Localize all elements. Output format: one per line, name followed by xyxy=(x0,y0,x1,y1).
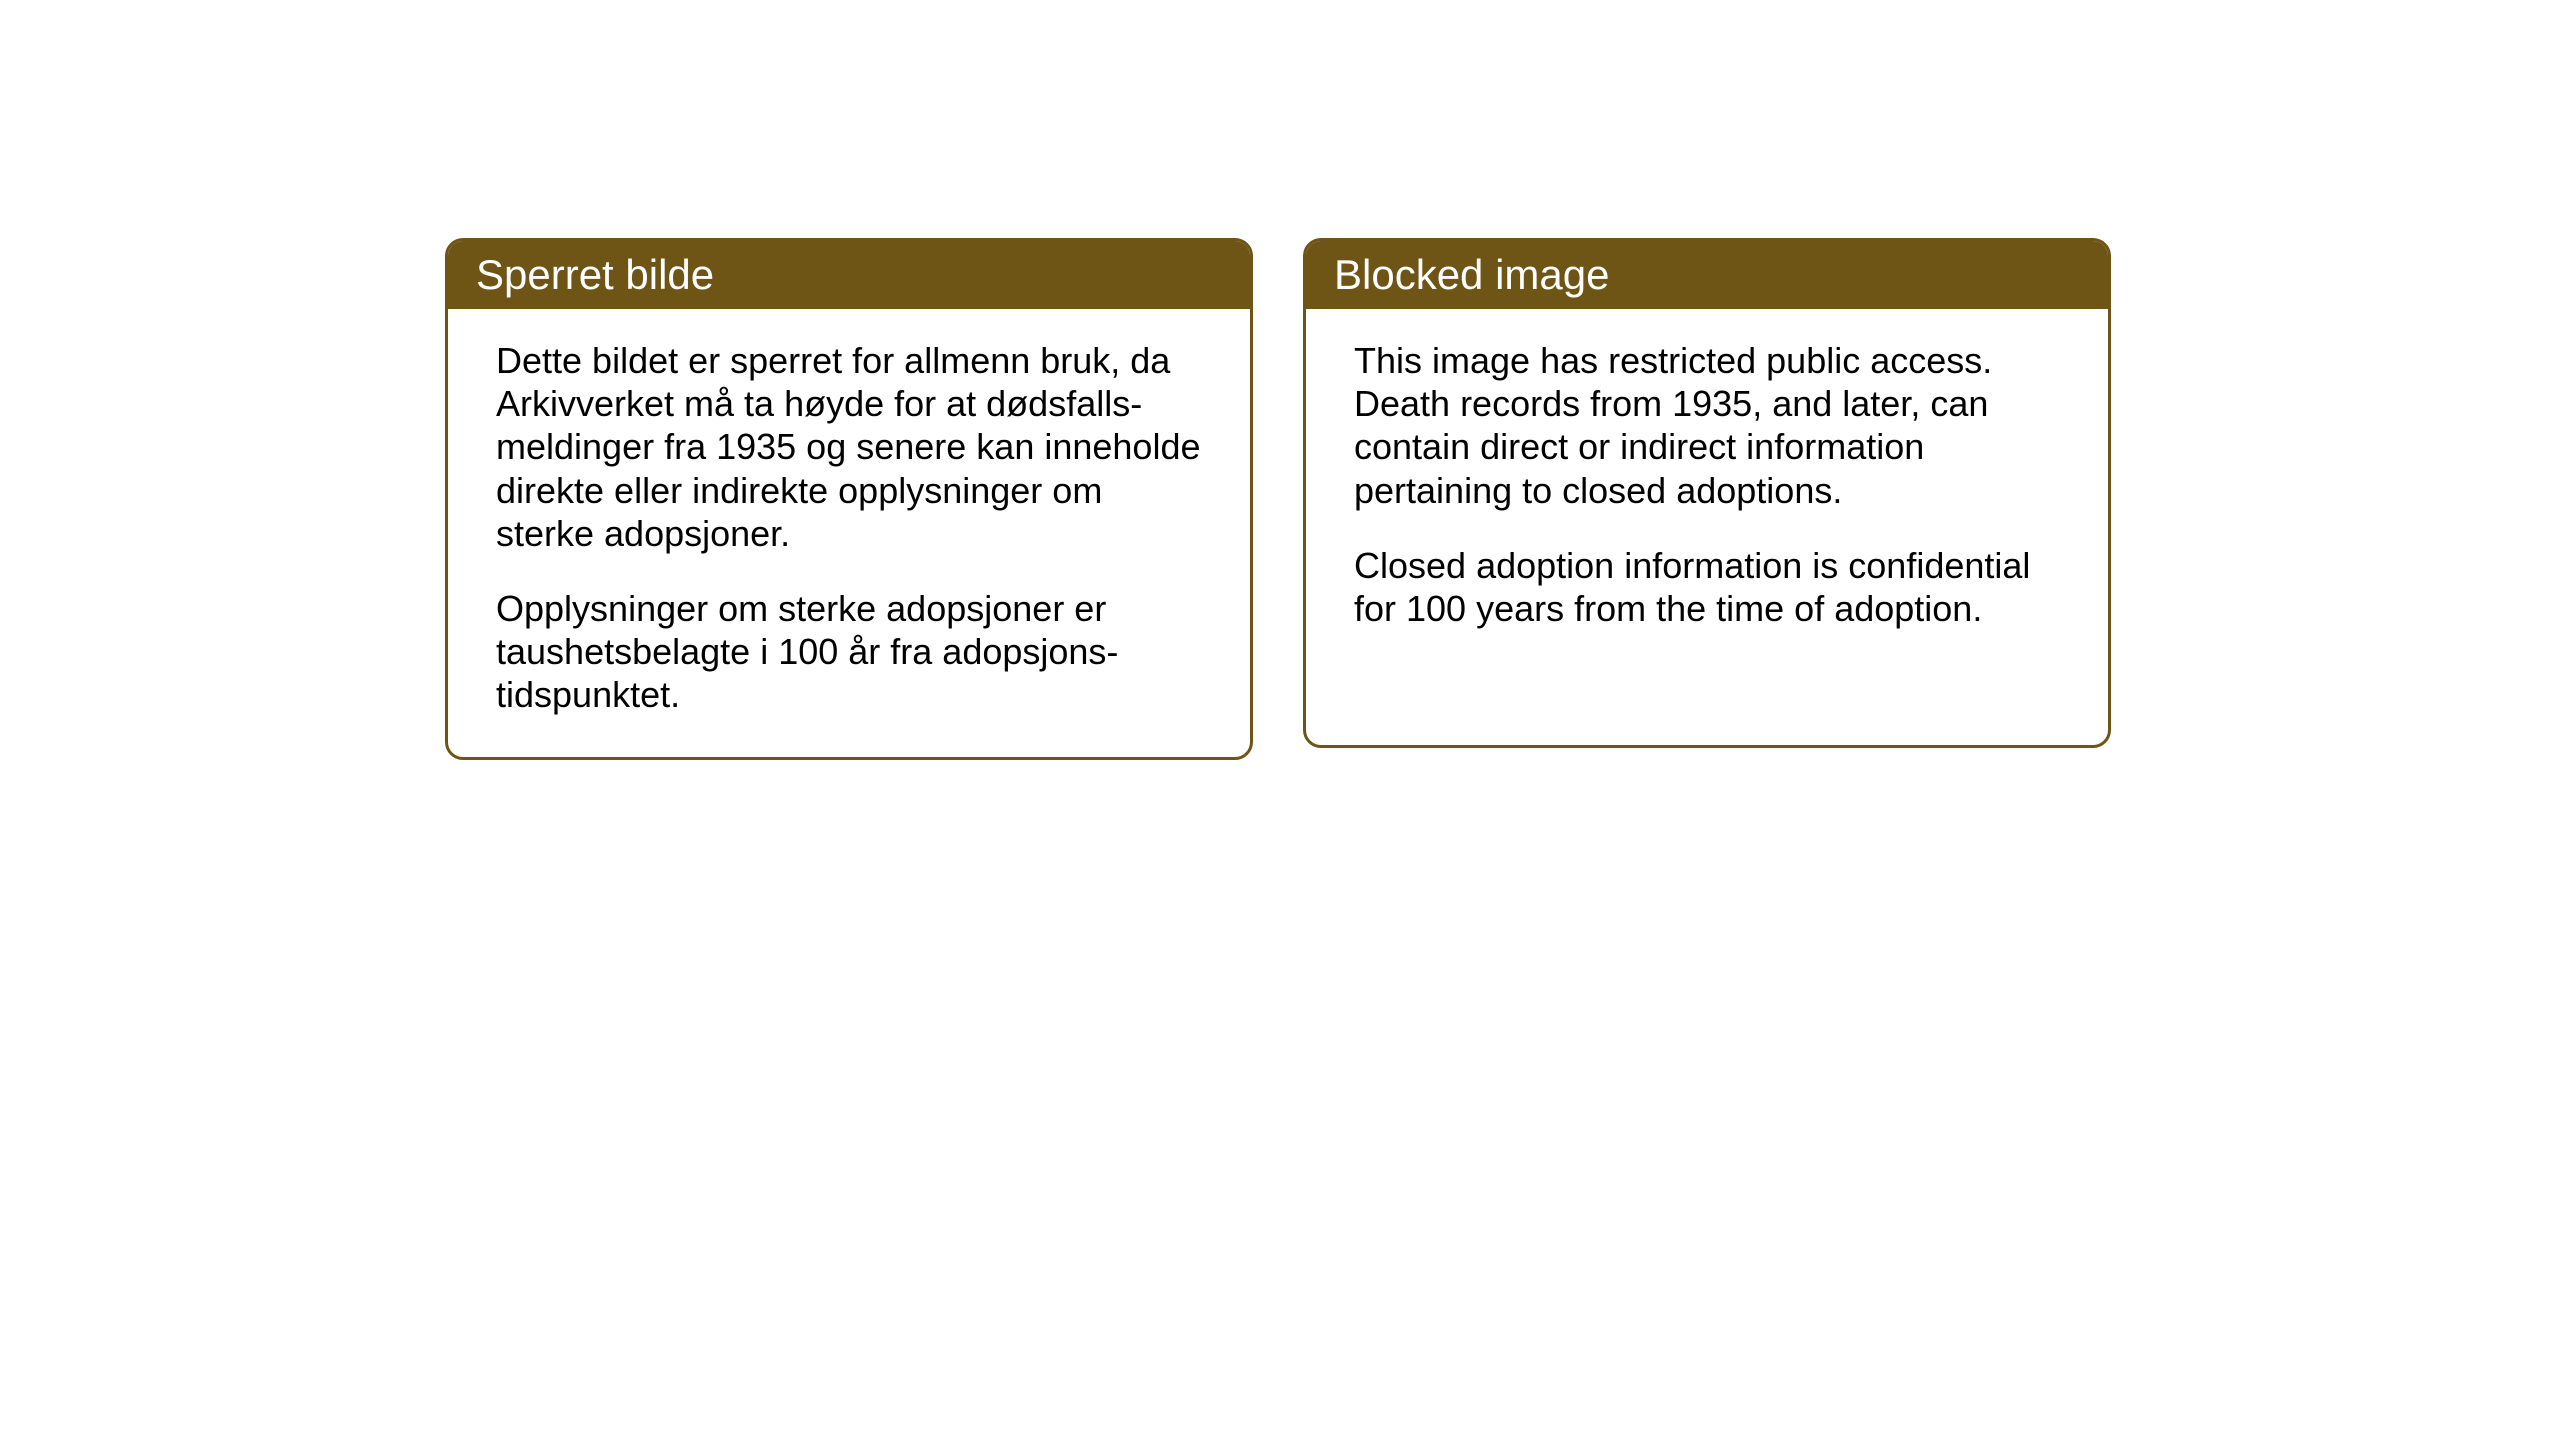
card-body-english: This image has restricted public access.… xyxy=(1306,309,2108,670)
card-norwegian: Sperret bilde Dette bildet er sperret fo… xyxy=(445,238,1253,760)
paragraph-norwegian-2: Opplysninger om sterke adopsjoner er tau… xyxy=(496,587,1202,717)
card-english: Blocked image This image has restricted … xyxy=(1303,238,2111,748)
card-header-english: Blocked image xyxy=(1306,241,2108,309)
paragraph-norwegian-1: Dette bildet er sperret for allmenn bruk… xyxy=(496,339,1202,555)
card-header-norwegian: Sperret bilde xyxy=(448,241,1250,309)
paragraph-english-1: This image has restricted public access.… xyxy=(1354,339,2060,512)
card-body-norwegian: Dette bildet er sperret for allmenn bruk… xyxy=(448,309,1250,757)
paragraph-english-2: Closed adoption information is confident… xyxy=(1354,544,2060,630)
card-container: Sperret bilde Dette bildet er sperret fo… xyxy=(445,238,2111,760)
